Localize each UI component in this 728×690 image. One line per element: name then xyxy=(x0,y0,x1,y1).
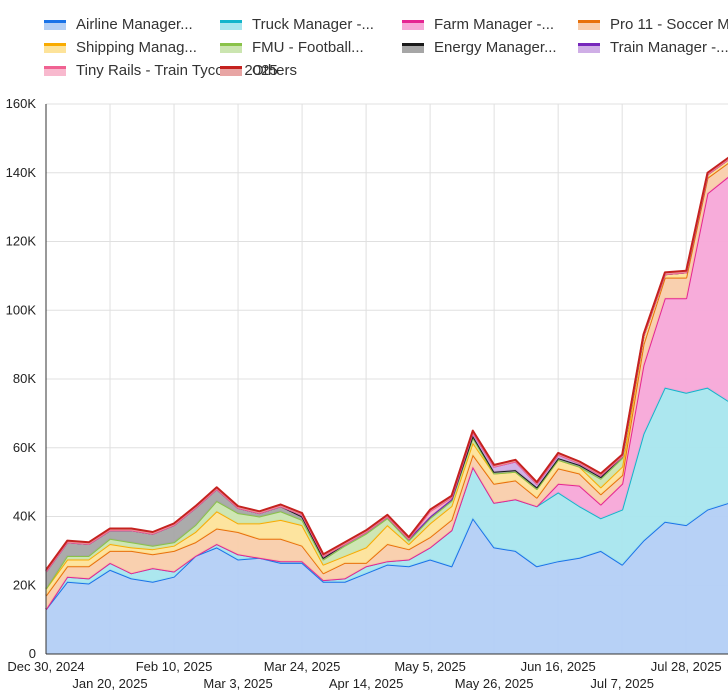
x-tick-label: May 26, 2025 xyxy=(455,676,534,690)
y-tick-label: 20K xyxy=(13,577,36,592)
area-truck-manager xyxy=(46,387,728,610)
legend-label: FMU - Football... xyxy=(252,39,364,56)
x-tick-label: Dec 30, 2024 xyxy=(7,659,84,674)
legend-swatch xyxy=(578,42,600,53)
legend-label: Truck Manager -... xyxy=(252,16,374,33)
x-tick-label: May 5, 2025 xyxy=(394,659,466,674)
legend-item[interactable]: Pro 11 - Soccer M... xyxy=(578,16,728,33)
legend-swatch xyxy=(220,19,242,30)
area-pro-11-soccer-m xyxy=(46,163,728,610)
legend-swatch xyxy=(44,65,66,76)
legend-label: Train Manager -... xyxy=(610,39,728,56)
x-tick-label: Mar 3, 2025 xyxy=(203,676,272,690)
legend-swatch xyxy=(402,19,424,30)
area-series xyxy=(45,156,728,654)
legend-swatch xyxy=(44,19,66,30)
legend-item[interactable]: FMU - Football... xyxy=(220,39,364,56)
legend-swatch xyxy=(220,65,242,76)
area-airline-manager xyxy=(46,503,728,654)
x-tick-label: Jul 7, 2025 xyxy=(590,676,654,690)
x-tick-label: Jun 16, 2025 xyxy=(521,659,596,674)
y-tick-label: 80K xyxy=(13,371,36,386)
y-tick-label: 40K xyxy=(13,509,36,524)
legend-swatch xyxy=(402,42,424,53)
legend-item[interactable]: Farm Manager -... xyxy=(402,16,554,33)
x-tick-label: Mar 24, 2025 xyxy=(264,659,341,674)
legend-label: Pro 11 - Soccer M... xyxy=(610,16,728,33)
legend-item[interactable]: Shipping Manag... xyxy=(44,39,197,56)
y-tick-label: 120K xyxy=(6,234,37,249)
legend-item[interactable]: Train Manager -... xyxy=(578,39,728,56)
legend-swatch xyxy=(220,42,242,53)
y-tick-label: 0 xyxy=(29,646,36,661)
legend-swatch xyxy=(578,19,600,30)
legend-item[interactable]: Airline Manager... xyxy=(44,16,193,33)
legend-label: Farm Manager -... xyxy=(434,16,555,33)
legend-item[interactable]: Truck Manager -... xyxy=(220,16,374,33)
x-tick-label: Jan 20, 2025 xyxy=(72,676,147,690)
y-tick-label: 100K xyxy=(6,302,37,317)
legend: Airline Manager... Truck Manager -... Farm… xyxy=(44,16,728,92)
x-tick-label: Apr 14, 2025 xyxy=(329,676,403,690)
legend-label: Others xyxy=(252,62,298,79)
legend-label: Energy Manager... xyxy=(434,39,557,56)
x-tick-label: Feb 10, 2025 xyxy=(136,659,213,674)
area-others xyxy=(46,157,728,572)
legend-label: Shipping Manag... xyxy=(76,39,197,56)
y-tick-label: 140K xyxy=(6,165,37,180)
legend-swatch xyxy=(44,42,66,53)
axes: 0 20K 40K 60K 80K 100K 120K 140K 160K Dec 30, 202… xyxy=(6,96,728,690)
y-tick-label: 160K xyxy=(6,96,37,111)
x-tick-label: Jul 28, 2025 xyxy=(651,659,722,674)
legend-item[interactable]: Others xyxy=(220,62,297,79)
y-tick-label: 60K xyxy=(13,440,36,455)
line-others xyxy=(45,156,728,571)
legend-label: Airline Manager... xyxy=(76,16,193,33)
legend-item[interactable]: Energy Manager... xyxy=(402,39,557,56)
